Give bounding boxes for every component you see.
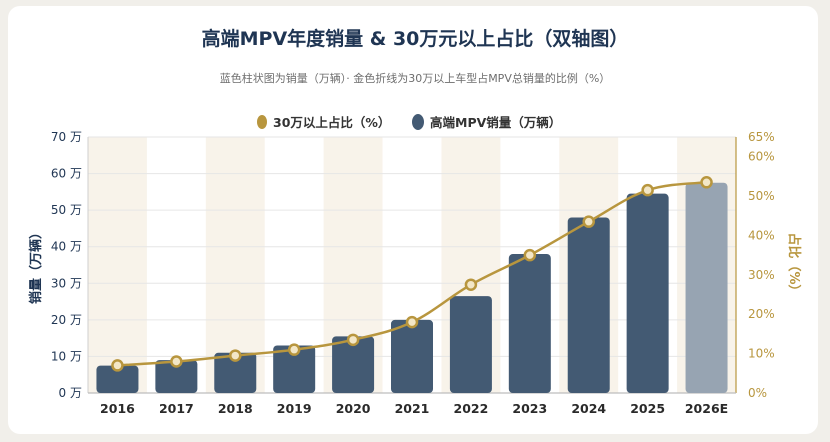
bar	[96, 365, 139, 393]
x-tick-label: 2021	[395, 401, 430, 416]
left-tick-label: 20 万	[51, 313, 82, 327]
chart-subtitle: 蓝色柱状图为销量（万辆）· 金色折线为30万以上车型占MPV总销量的比例（%）	[219, 72, 611, 85]
right-tick-label: 65%	[748, 130, 775, 144]
left-tick-label: 50 万	[51, 203, 82, 217]
share-point	[700, 176, 713, 189]
left-tick-label: 70 万	[51, 130, 82, 144]
legend-swatch-line	[257, 115, 267, 129]
x-tick-label: 2018	[218, 401, 253, 416]
right-tick-label: 20%	[748, 307, 775, 321]
chart-title: 高端MPV年度销量 & 30万元以上占比（双轴图）	[201, 28, 629, 50]
right-axis-title: 占比（%）	[786, 232, 802, 297]
share-point	[641, 183, 654, 197]
left-tick-label: 10 万	[51, 349, 82, 363]
bar	[449, 296, 492, 393]
bar	[391, 319, 433, 393]
share-point	[346, 333, 360, 347]
right-tick-label: 10%	[748, 347, 775, 361]
left-tick-label: 0 万	[59, 386, 82, 400]
share-point	[287, 343, 301, 356]
right-tick-label: 40%	[748, 228, 775, 242]
share-point	[523, 248, 537, 262]
left-tick-label: 60 万	[51, 167, 82, 181]
x-tick-label: 2017	[159, 401, 194, 416]
left-tick-label: 30 万	[51, 276, 82, 290]
bar	[214, 352, 257, 393]
share-point	[229, 349, 242, 362]
bar	[567, 217, 610, 393]
bar	[685, 182, 728, 393]
share-point	[170, 355, 183, 368]
bar	[332, 336, 375, 393]
share-point	[582, 215, 595, 228]
bar	[155, 360, 198, 393]
bar	[273, 345, 316, 393]
bar	[508, 254, 551, 393]
right-tick-label: 0%	[748, 386, 767, 400]
right-tick-label: 50%	[748, 189, 775, 203]
right-tick-label: 30%	[748, 268, 775, 282]
x-tick-label: 2025	[630, 401, 665, 416]
left-axis-title: 销量（万辆）	[28, 226, 44, 304]
legend-swatch-bar	[412, 114, 424, 130]
background-band	[88, 137, 147, 393]
x-tick-label: 2019	[277, 401, 312, 416]
right-tick-label: 60%	[748, 150, 775, 164]
x-tick-label: 2020	[336, 401, 371, 416]
legend-label-line: 30万以上占比（%）	[273, 115, 390, 130]
bar	[626, 193, 669, 393]
share-line	[117, 181, 707, 367]
x-tick-label: 2022	[454, 401, 489, 416]
legend-label-bar: 高端MPV销量（万辆）	[430, 115, 561, 130]
x-tick-label: 2016	[100, 401, 135, 416]
x-tick-label: 2023	[512, 401, 547, 416]
share-point	[405, 315, 419, 329]
left-tick-label: 40 万	[51, 240, 82, 254]
share-point	[111, 359, 124, 372]
x-tick-label: 2026E	[685, 401, 728, 416]
share-point	[464, 278, 478, 291]
x-tick-label: 2024	[571, 401, 606, 416]
